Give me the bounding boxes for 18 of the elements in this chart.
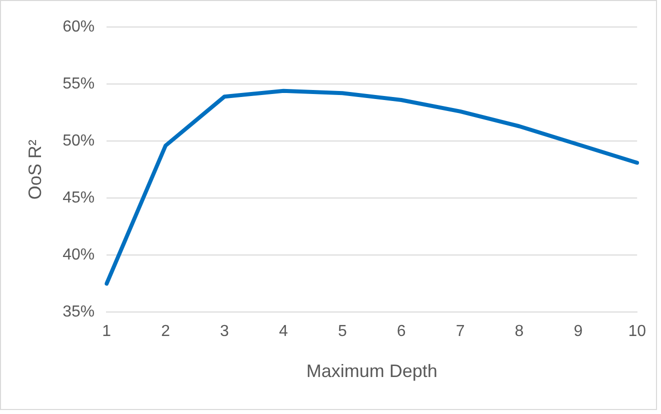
x-tick-label: 7 — [456, 323, 465, 340]
x-axis-title: Maximum Depth — [306, 361, 438, 382]
x-tick-label: 10 — [628, 323, 646, 340]
x-tick-label: 4 — [278, 323, 288, 340]
y-tick-label: 50% — [62, 132, 95, 150]
x-tick-label: 6 — [396, 323, 406, 340]
y-tick-label: 55% — [62, 75, 95, 92]
x-tick-label: 9 — [574, 323, 583, 340]
y-axis-title: OoS R² — [24, 140, 45, 200]
x-tick-label: 5 — [338, 323, 347, 340]
x-tick-label: 2 — [161, 323, 170, 340]
x-tick-label: 1 — [102, 323, 112, 340]
y-tick-label: 60% — [62, 18, 95, 36]
x-tick-label: 8 — [514, 323, 524, 340]
y-tick-label: 35% — [62, 304, 95, 321]
y-tick-label: 40% — [62, 246, 95, 264]
x-tick-label: 3 — [220, 323, 230, 340]
y-tick-label: 45% — [62, 190, 95, 207]
